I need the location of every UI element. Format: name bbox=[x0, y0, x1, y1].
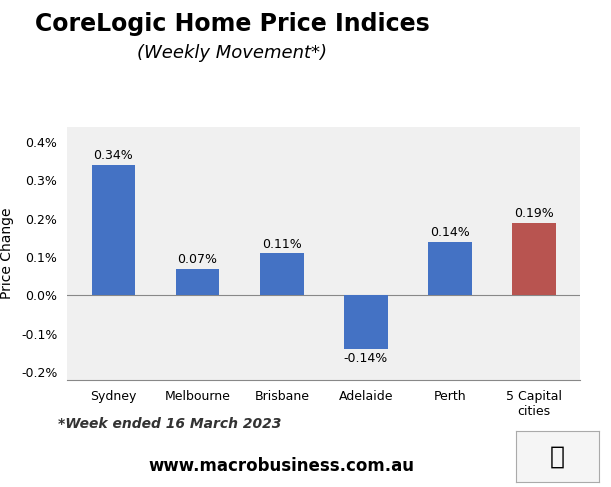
Bar bbox=[260, 253, 304, 296]
Y-axis label: Price Change: Price Change bbox=[0, 207, 14, 299]
Text: *Week ended 16 March 2023: *Week ended 16 March 2023 bbox=[58, 417, 282, 431]
Text: 0.11%: 0.11% bbox=[262, 238, 302, 250]
Bar bbox=[176, 269, 219, 296]
Text: MACRO: MACRO bbox=[459, 25, 546, 45]
Bar bbox=[344, 296, 388, 349]
Bar bbox=[512, 223, 556, 296]
Text: 0.07%: 0.07% bbox=[178, 253, 218, 266]
Text: 0.14%: 0.14% bbox=[430, 226, 470, 239]
Text: -0.14%: -0.14% bbox=[344, 352, 388, 365]
Text: www.macrobusiness.com.au: www.macrobusiness.com.au bbox=[148, 457, 414, 475]
Text: 🐺: 🐺 bbox=[550, 445, 565, 468]
Text: 0.19%: 0.19% bbox=[514, 207, 554, 220]
Text: CoreLogic Home Price Indices: CoreLogic Home Price Indices bbox=[35, 12, 430, 36]
Text: 0.34%: 0.34% bbox=[93, 150, 133, 162]
Text: (Weekly Movement*): (Weekly Movement*) bbox=[137, 44, 327, 62]
Bar bbox=[92, 165, 136, 296]
Bar bbox=[428, 242, 472, 296]
Text: BUSINESS: BUSINESS bbox=[444, 66, 561, 86]
